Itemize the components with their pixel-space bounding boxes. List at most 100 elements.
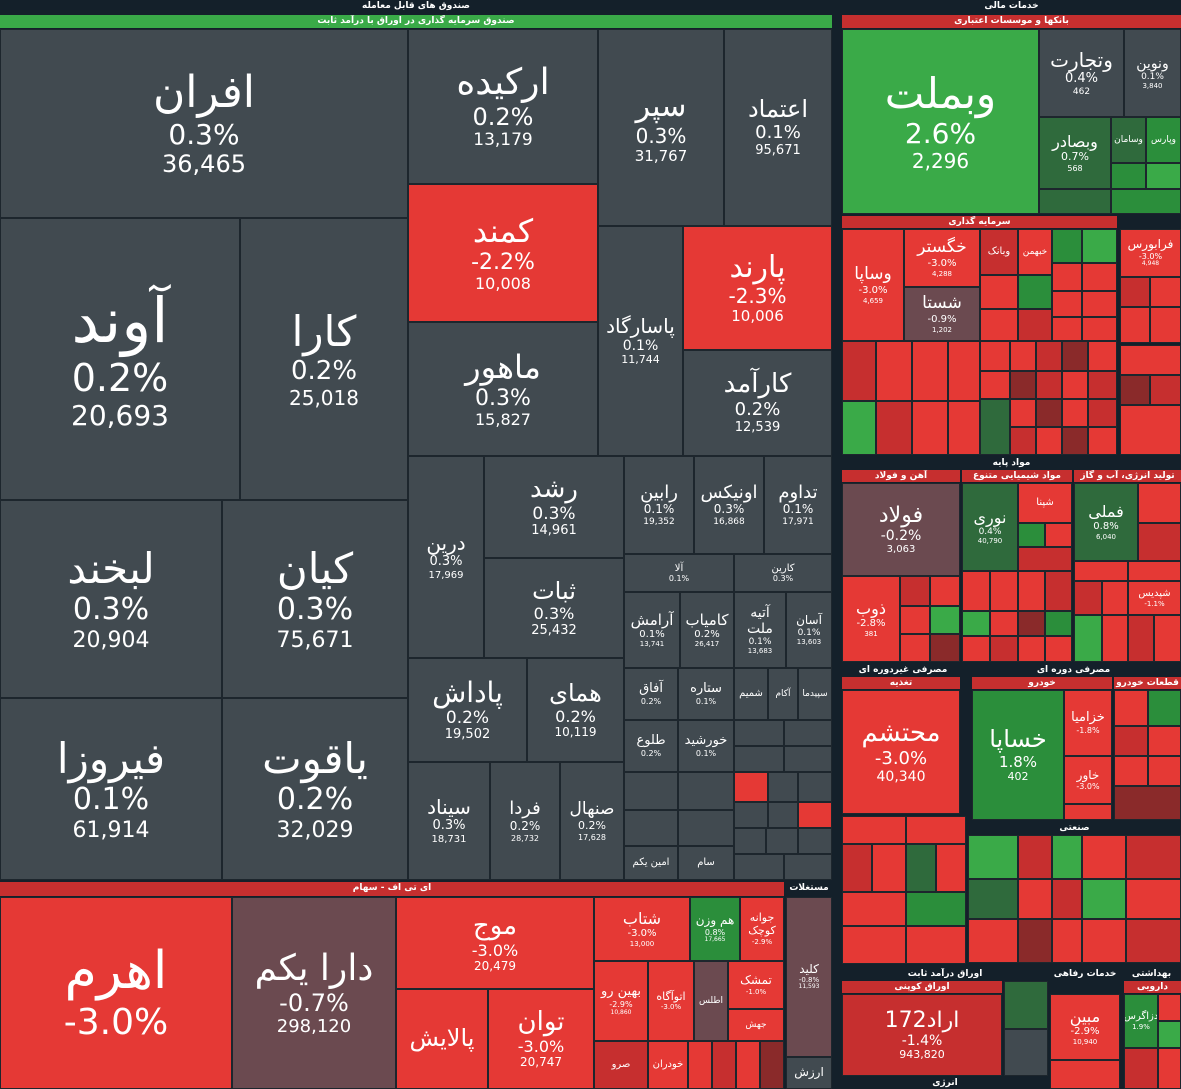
tile-small[interactable] bbox=[1052, 263, 1082, 291]
tile-small[interactable] bbox=[906, 844, 936, 892]
sector-header-drug[interactable]: دارویی bbox=[1124, 981, 1181, 993]
tile-small[interactable] bbox=[1010, 399, 1036, 427]
tile-amin-yekom[interactable]: امین یکم bbox=[624, 846, 678, 880]
sector-header-fixed[interactable]: اوراق درآمد ثابت bbox=[842, 968, 1048, 980]
sector-header-health[interactable]: بهداشتی bbox=[1122, 968, 1181, 980]
tile-yaghoot[interactable]: یاقوت 0.2% 32,029 bbox=[222, 698, 408, 880]
sector-header-ind[interactable]: صنعتی bbox=[968, 822, 1181, 834]
tile-small[interactable] bbox=[1018, 275, 1052, 309]
tile-small[interactable] bbox=[1052, 879, 1082, 919]
tile-vtejarat[interactable]: وتجارت 0.4% 462 bbox=[1039, 29, 1124, 117]
tile-small[interactable] bbox=[1018, 571, 1045, 611]
sector-subheader-fin[interactable]: بانکها و موسسات اعتباری bbox=[842, 15, 1181, 28]
tile-small[interactable] bbox=[688, 1041, 712, 1089]
tile-small[interactable] bbox=[1052, 291, 1082, 317]
tile-small[interactable] bbox=[798, 772, 832, 802]
tile-small[interactable] bbox=[712, 1041, 736, 1089]
tile-tadavom[interactable]: تداوم 0.1% 17,971 bbox=[764, 456, 832, 554]
tile-small[interactable] bbox=[906, 892, 966, 926]
tile-small[interactable] bbox=[980, 341, 1010, 371]
tile-khgostar[interactable]: خگستر -3.0% 4,288 bbox=[904, 229, 980, 287]
tile-kara[interactable]: کارا 0.2% 25,018 bbox=[240, 218, 408, 500]
sector-header-more[interactable]: مستغلات bbox=[786, 882, 832, 896]
sector-header-etf[interactable]: ای تی اف - سهام bbox=[0, 882, 784, 896]
sector-header-util[interactable]: تولید انرژی، آب و گاز bbox=[1074, 470, 1181, 482]
tile-small[interactable] bbox=[842, 892, 906, 926]
tile-khavar[interactable]: خاور -3.0% bbox=[1064, 756, 1112, 804]
tile-small[interactable] bbox=[1154, 615, 1181, 662]
tile-small[interactable] bbox=[968, 835, 1018, 879]
tile-small[interactable] bbox=[1045, 636, 1072, 662]
tile-farabourse[interactable]: فرابورس -3.0% 4,948 bbox=[1120, 229, 1181, 277]
tile-dorin[interactable]: درین 0.3% 17,969 bbox=[408, 456, 484, 658]
tile-small[interactable] bbox=[736, 1041, 760, 1089]
tile-small[interactable] bbox=[980, 399, 1010, 455]
sector-header-auto[interactable]: خودرو bbox=[972, 677, 1112, 689]
tile-small[interactable] bbox=[1062, 427, 1088, 455]
tile-small[interactable] bbox=[1124, 1048, 1158, 1089]
tile-mahoor[interactable]: ماهور 0.3% 15,827 bbox=[408, 322, 598, 456]
tile-mobin[interactable]: مبین -2.9% 10,940 bbox=[1050, 994, 1120, 1060]
tile-foolad[interactable]: فولاد -0.2% 3,063 bbox=[842, 483, 960, 576]
tile-small[interactable] bbox=[1052, 317, 1082, 341]
tile-arad172[interactable]: اراد172 -1.4% 943,820 bbox=[842, 994, 1002, 1076]
tile-small[interactable] bbox=[1120, 277, 1150, 307]
tile-small[interactable] bbox=[1138, 523, 1181, 561]
tile-small[interactable] bbox=[876, 401, 912, 455]
tile-small[interactable] bbox=[1150, 375, 1181, 405]
tile-behin-ro[interactable]: بهین رو -2.9% 10,860 bbox=[594, 961, 648, 1041]
tile-nouri[interactable]: نوری 0.4% 40,790 bbox=[962, 483, 1018, 571]
tile-small[interactable] bbox=[1039, 189, 1111, 214]
sector-header-coupon[interactable]: اوراق کوپنی bbox=[842, 981, 1002, 993]
sector-subheader-funds[interactable]: صندوق سرمایه گذاری در اوراق با درآمد ثاب… bbox=[0, 15, 832, 28]
tile-atiyeh-mellat[interactable]: آتیه ملت 0.1% 13,683 bbox=[734, 592, 786, 668]
sector-header-welfare[interactable]: خدمات رفاهی bbox=[1050, 968, 1120, 980]
tile-small[interactable] bbox=[768, 772, 798, 802]
tile-small[interactable] bbox=[842, 926, 906, 964]
tile-vnovin[interactable]: ونوین 0.1% 3,840 bbox=[1124, 29, 1181, 117]
tile-small[interactable] bbox=[900, 606, 930, 634]
tile-small[interactable] bbox=[948, 401, 980, 455]
tile-small[interactable] bbox=[906, 816, 966, 844]
tile-small[interactable] bbox=[1074, 561, 1128, 581]
tile-small[interactable] bbox=[876, 341, 912, 401]
tile-small[interactable] bbox=[930, 634, 960, 662]
tile-fameli[interactable]: فملی 0.8% 6,040 bbox=[1074, 483, 1138, 561]
tile-small[interactable] bbox=[948, 341, 980, 401]
tile-afagh[interactable]: آفاق 0.2% bbox=[624, 668, 678, 720]
tile-etemad[interactable]: اعتماد 0.1% 95,671 bbox=[724, 29, 832, 226]
tile-small[interactable] bbox=[1050, 1060, 1120, 1089]
tile-small[interactable] bbox=[1074, 615, 1102, 662]
tile-small[interactable] bbox=[768, 802, 798, 828]
tile-small[interactable] bbox=[624, 772, 678, 810]
tile-dzagros[interactable]: دزاگرس 1.9% bbox=[1124, 994, 1158, 1048]
tile-vbmellat[interactable]: وبملت 2.6% 2,296 bbox=[842, 29, 1039, 214]
tile-khodran[interactable]: خودران bbox=[648, 1041, 688, 1089]
tile-small[interactable] bbox=[1138, 483, 1181, 523]
tile-ahrom[interactable]: اهرم -3.0% bbox=[0, 897, 232, 1089]
tile-shamim[interactable]: شمیم bbox=[734, 668, 768, 720]
tile-sanhal[interactable]: صنهال 0.2% 17,628 bbox=[560, 762, 624, 880]
sector-header-chem[interactable]: مواد شیمیایی متنوع bbox=[962, 470, 1072, 482]
tile-small[interactable] bbox=[784, 720, 832, 746]
tile-vbank[interactable]: وبانک bbox=[980, 229, 1018, 275]
tile-small[interactable] bbox=[1114, 690, 1148, 726]
tile-vsapa[interactable]: وساپا -3.0% 4,659 bbox=[842, 229, 904, 341]
tile-vbsader[interactable]: وبصادر 0.7% 568 bbox=[1039, 117, 1111, 189]
tile-small[interactable] bbox=[1018, 879, 1052, 919]
tile-small[interactable] bbox=[842, 341, 876, 401]
tile-small[interactable] bbox=[912, 401, 948, 455]
tile-small[interactable] bbox=[842, 816, 906, 844]
tile-small[interactable] bbox=[1045, 523, 1072, 547]
tile-small[interactable] bbox=[1102, 615, 1128, 662]
tile-kian[interactable]: کیان 0.3% 75,671 bbox=[222, 500, 408, 698]
tile-small[interactable] bbox=[842, 844, 872, 892]
tile-padash[interactable]: پاداش 0.2% 19,502 bbox=[408, 658, 527, 762]
tile-small[interactable] bbox=[906, 926, 966, 964]
tile-small[interactable] bbox=[734, 746, 784, 772]
tile-karin[interactable]: کارین 0.3% bbox=[734, 554, 832, 592]
tile-small[interactable] bbox=[766, 828, 798, 854]
tile-small[interactable] bbox=[1114, 786, 1181, 820]
tile-small[interactable] bbox=[1018, 919, 1052, 963]
tile-small[interactable] bbox=[734, 828, 766, 854]
